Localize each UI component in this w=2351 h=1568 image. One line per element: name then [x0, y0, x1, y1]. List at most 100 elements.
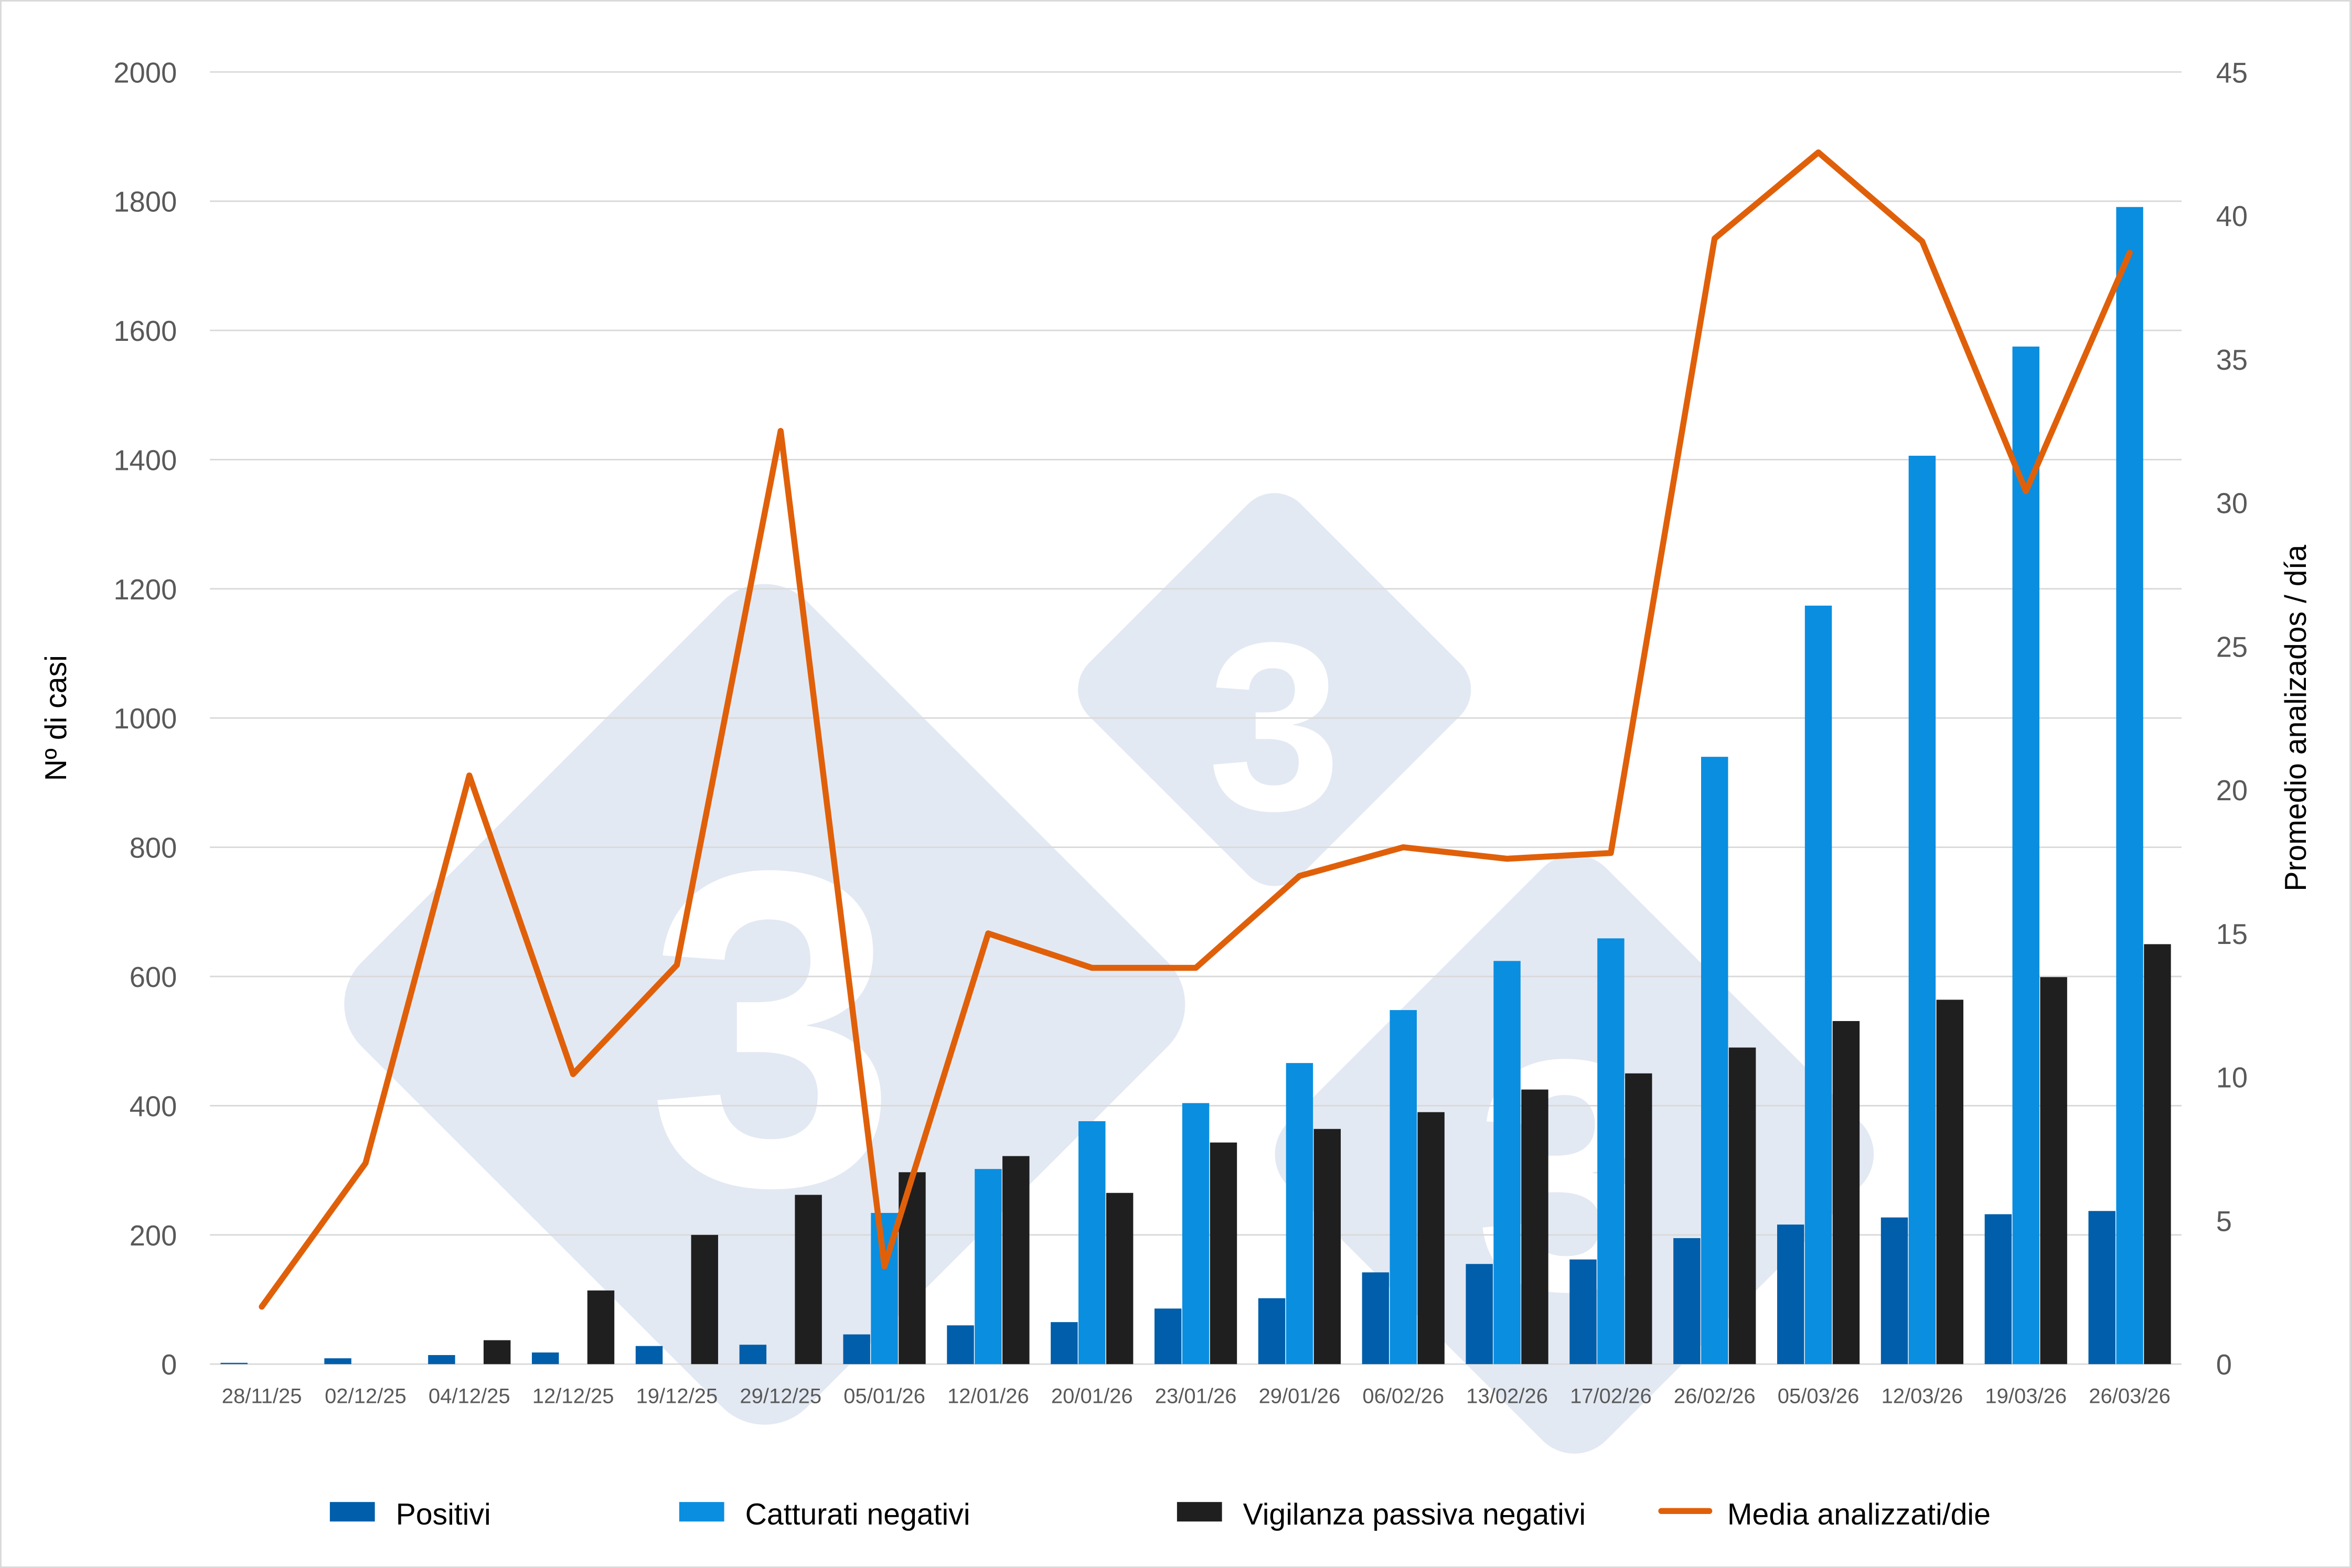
- bar-positivi: [220, 1362, 248, 1365]
- x-tick-label: 23/01/26: [1155, 1385, 1237, 1408]
- y2-tick-label: 25: [2216, 631, 2248, 663]
- x-tick-label: 04/12/25: [429, 1385, 510, 1408]
- bar-positivi: [1258, 1298, 1286, 1365]
- line-point: [1818, 152, 1819, 153]
- legend-label: Vigilanza passiva negativi: [1243, 1498, 1586, 1531]
- bar-positivi: [324, 1358, 351, 1365]
- y2-tick-label: 10: [2216, 1062, 2248, 1094]
- x-tick-label: 05/03/26: [1778, 1385, 1860, 1408]
- legend-swatch: [679, 1502, 724, 1522]
- x-tick-label: 12/01/26: [947, 1385, 1029, 1408]
- x-tick-label: 13/02/26: [1466, 1385, 1548, 1408]
- bar-positivi: [1673, 1238, 1701, 1365]
- bar-vigilanza-passiva-negativi: [1832, 1021, 1860, 1365]
- legend-label: Catturati negativi: [745, 1498, 970, 1531]
- y2-tick-label: 20: [2216, 775, 2248, 807]
- bar-catturati-negativi: [1908, 456, 1936, 1365]
- bar-catturati-negativi: [1078, 1121, 1106, 1365]
- y-tick-label: 600: [130, 961, 177, 993]
- bar-vigilanza-passiva-negativi: [2144, 944, 2171, 1365]
- bar-vigilanza-passiva-negativi: [1106, 1193, 1134, 1365]
- bar-positivi: [1777, 1225, 1804, 1365]
- bar-vigilanza-passiva-negativi: [795, 1195, 822, 1365]
- bar-positivi: [635, 1346, 663, 1365]
- y2-tick-label: 0: [2216, 1349, 2232, 1381]
- bar-catturati-negativi: [2012, 346, 2039, 1365]
- y-tick-label: 1200: [113, 574, 177, 606]
- x-tick-label: 29/01/26: [1259, 1385, 1341, 1408]
- bar-vigilanza-passiva-negativi: [691, 1234, 719, 1365]
- bar-vigilanza-passiva-negativi: [1728, 1047, 1756, 1365]
- y-tick-label: 1000: [113, 703, 177, 735]
- bar-vigilanza-passiva-negativi: [1625, 1073, 1652, 1365]
- bar-positivi: [947, 1325, 974, 1365]
- y-tick-label: 800: [130, 832, 177, 864]
- x-tick-label: 05/01/26: [843, 1385, 925, 1408]
- legend-label: Positivi: [396, 1498, 491, 1531]
- bar-catturati-negativi: [1597, 938, 1625, 1365]
- y2-tick-label: 5: [2216, 1205, 2232, 1237]
- bar-catturati-negativi: [1701, 757, 1728, 1365]
- bar-positivi: [1362, 1272, 1390, 1365]
- bar-positivi: [1569, 1259, 1597, 1365]
- bar-vigilanza-passiva-negativi: [1002, 1156, 1030, 1365]
- x-tick-label: 19/12/25: [636, 1385, 718, 1408]
- y2-tick-label: 35: [2216, 344, 2248, 376]
- y2-tick-label: 15: [2216, 918, 2248, 950]
- bar-positivi: [739, 1345, 767, 1365]
- x-tick-label: 12/03/26: [1882, 1385, 1963, 1408]
- bar-catturati-negativi: [1390, 1010, 1417, 1365]
- y-tick-label: 200: [130, 1220, 177, 1252]
- legend-swatch: [1177, 1502, 1222, 1522]
- bar-positivi: [428, 1355, 455, 1365]
- bar-catturati-negativi: [975, 1169, 1002, 1365]
- y-tick-label: 1400: [113, 444, 177, 476]
- y-tick-label: 2000: [113, 57, 177, 89]
- bar-vigilanza-passiva-negativi: [1936, 1000, 1964, 1365]
- bar-positivi: [1154, 1308, 1182, 1365]
- x-tick-label: 12/12/25: [532, 1385, 614, 1408]
- x-tick-label: 28/11/25: [222, 1385, 302, 1408]
- bar-positivi: [2088, 1211, 2115, 1365]
- bar-catturati-negativi: [1493, 961, 1521, 1365]
- bar-vigilanza-passiva-negativi: [2040, 977, 2067, 1365]
- bar-positivi: [1466, 1264, 1493, 1365]
- line-point: [988, 933, 989, 934]
- legend: Positivi Catturati negativi Vigilanza pass…: [329, 1498, 1991, 1531]
- y2-tick-label: 45: [2216, 57, 2248, 89]
- line-point: [1506, 858, 1508, 859]
- legend-swatch: [329, 1502, 375, 1522]
- bar-catturati-negativi: [1804, 605, 1832, 1365]
- y-tick-label: 0: [161, 1349, 177, 1381]
- bar-vigilanza-passiva-negativi: [1521, 1089, 1548, 1365]
- y-axis-title: Nº di casi: [39, 655, 73, 781]
- y-tick-label: 1600: [113, 315, 177, 347]
- bar-positivi: [1984, 1214, 2012, 1365]
- bar-catturati-negativi: [2116, 207, 2143, 1365]
- line-point: [884, 1266, 885, 1267]
- y-tick-label: 400: [130, 1090, 177, 1122]
- x-tick-label: 29/12/25: [740, 1385, 821, 1408]
- bar-vigilanza-passiva-negativi: [1210, 1142, 1237, 1365]
- bar-vigilanza-passiva-negativi: [1417, 1112, 1445, 1365]
- bar-vigilanza-passiva-negativi: [587, 1290, 615, 1365]
- x-tick-label: 17/02/26: [1570, 1385, 1652, 1408]
- bar-positivi: [1051, 1322, 1078, 1365]
- x-tick-label: 06/02/26: [1362, 1385, 1444, 1408]
- svg-text:3: 3: [647, 777, 897, 1280]
- legend-label: Media analizzati/die: [1727, 1498, 1991, 1531]
- y2-tick-label: 30: [2216, 488, 2248, 520]
- bar-vigilanza-passiva-negativi: [1313, 1129, 1341, 1365]
- x-tick-label: 19/03/26: [1985, 1385, 2067, 1408]
- x-tick-label: 26/03/26: [2089, 1385, 2171, 1408]
- x-tick-label: 20/01/26: [1051, 1385, 1133, 1408]
- y2-tick-label: 40: [2216, 200, 2248, 232]
- y2-axis-title: Promedio analizados / día: [2279, 545, 2313, 892]
- y-tick-label: 1800: [113, 186, 177, 218]
- bar-vigilanza-passiva-negativi: [483, 1340, 511, 1365]
- bar-positivi: [1880, 1217, 1908, 1365]
- bar-positivi: [843, 1334, 870, 1365]
- bar-catturati-negativi: [1182, 1103, 1210, 1365]
- bar-catturati-negativi: [1286, 1063, 1313, 1365]
